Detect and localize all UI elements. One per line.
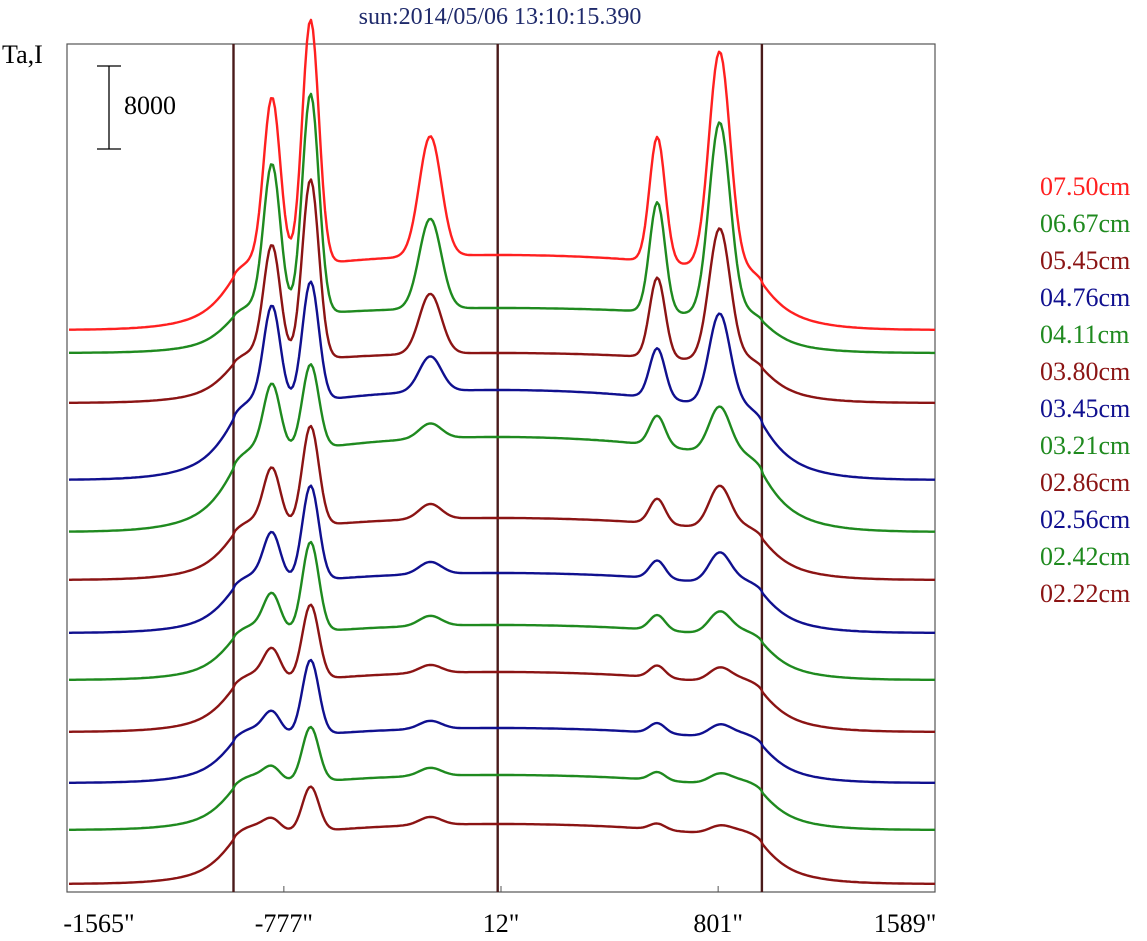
series-line-07.50cm xyxy=(69,18,935,331)
spectra-curves xyxy=(68,18,936,885)
series-line-04.76cm xyxy=(68,280,935,481)
x-axis-ticks: -1565" -777" 12" 801" 1589" xyxy=(63,886,936,938)
x-tick-label-2: 12" xyxy=(483,909,520,938)
series-line-02.42cm xyxy=(69,725,935,831)
legend-entry-9: 02.56cm xyxy=(1040,505,1131,534)
chart-title: sun:2014/05/06 13:10:15.390 xyxy=(358,4,642,30)
legend-entry-1: 06.67cm xyxy=(1040,209,1131,238)
series-line-03.80cm xyxy=(69,424,935,581)
series-line-03.21cm xyxy=(69,540,935,681)
legend: 07.50cm 06.67cm 05.45cm 04.76cm 04.11cm 03.80… xyxy=(1040,168,1130,612)
series-line-05.45cm xyxy=(69,178,936,405)
series-line-02.86cm xyxy=(69,603,935,733)
legend-entry-10: 02.42cm xyxy=(1040,542,1131,571)
legend-entry-6: 03.45cm xyxy=(1040,394,1131,423)
x-tick-label-4: 1589" xyxy=(874,909,937,938)
legend-entry-7: 03.21cm xyxy=(1040,431,1131,460)
plot-frame xyxy=(66,43,936,893)
scale-bar-label: 8000 xyxy=(124,91,176,120)
y-axis-label: Ta,I xyxy=(2,40,43,69)
legend-entry-2: 05.45cm xyxy=(1040,246,1131,275)
legend-entry-0: 07.50cm xyxy=(1040,172,1131,201)
series-line-02.22cm xyxy=(69,785,935,885)
x-tick-label-3: 801" xyxy=(693,909,743,938)
limb-marker-lines xyxy=(232,44,764,892)
series-line-02.56cm xyxy=(69,658,935,784)
series-line-04.11cm xyxy=(69,363,935,533)
legend-entry-3: 04.76cm xyxy=(1040,283,1131,312)
x-tick-label-0: -1565" xyxy=(63,909,134,938)
legend-entry-4: 04.11cm xyxy=(1040,320,1130,349)
legend-entry-11: 02.22cm xyxy=(1040,579,1131,608)
legend-entry-8: 02.86cm xyxy=(1040,468,1131,497)
series-line-06.67cm xyxy=(69,92,935,355)
legend-entry-5: 03.80cm xyxy=(1040,357,1131,386)
x-tick-label-1: -777" xyxy=(255,909,313,938)
series-line-03.45cm xyxy=(69,484,935,634)
